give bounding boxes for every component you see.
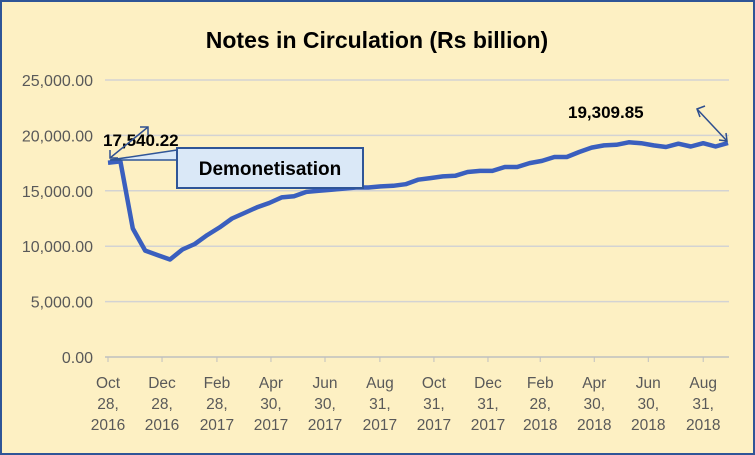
x-axis-labels: Oct 28, 2016 Dec 28, 2016 Feb 28, 2017 Apr 30, 2017… [91,357,720,434]
end-double-arrow [696,105,728,142]
data-points [107,142,729,260]
chart-title: Notes in Circulation (Rs billion) [206,27,548,53]
y-tick-label: 10,000.00 [22,239,93,256]
callout-label: Demonetisation [199,159,342,180]
y-tick-label: 15,000.00 [22,184,93,201]
x-tick-label: Aug 31, 2018 [686,375,720,434]
start-value-label: 17,540.22 [103,131,179,150]
x-tick-label: Apr 30, 2017 [254,375,288,434]
x-tick-label: Feb 28, 2018 [523,375,557,434]
start-double-arrow [109,126,149,159]
x-tick-label: Dec 28, 2016 [145,375,179,434]
x-tick-label: Feb 28, 2017 [200,375,234,434]
y-tick-label: 5,000.00 [31,295,93,312]
x-tick-label: Oct 28, 2016 [91,375,125,434]
y-axis-labels: 0.00 5,000.00 10,000.00 15,000.00 20,000.00 2… [22,73,93,367]
x-tick-label: Aug 31, 2017 [363,375,397,434]
y-tick-label: 0.00 [62,350,93,367]
x-tick-label: Oct 31, 2017 [417,375,451,434]
y-tick-label: 20,000.00 [22,128,93,145]
x-tick-label: Apr 30, 2018 [577,375,611,434]
x-tick-label: Dec 31, 2017 [471,375,505,434]
x-tick-label: Jun 30, 2017 [308,375,342,434]
end-value-label: 19,309.85 [568,103,644,122]
gridlines [105,79,729,358]
y-tick-label: 25,000.00 [22,73,93,90]
x-tick-label: Jun 30, 2018 [631,375,665,434]
demonetisation-callout: Demonetisation [109,147,364,189]
